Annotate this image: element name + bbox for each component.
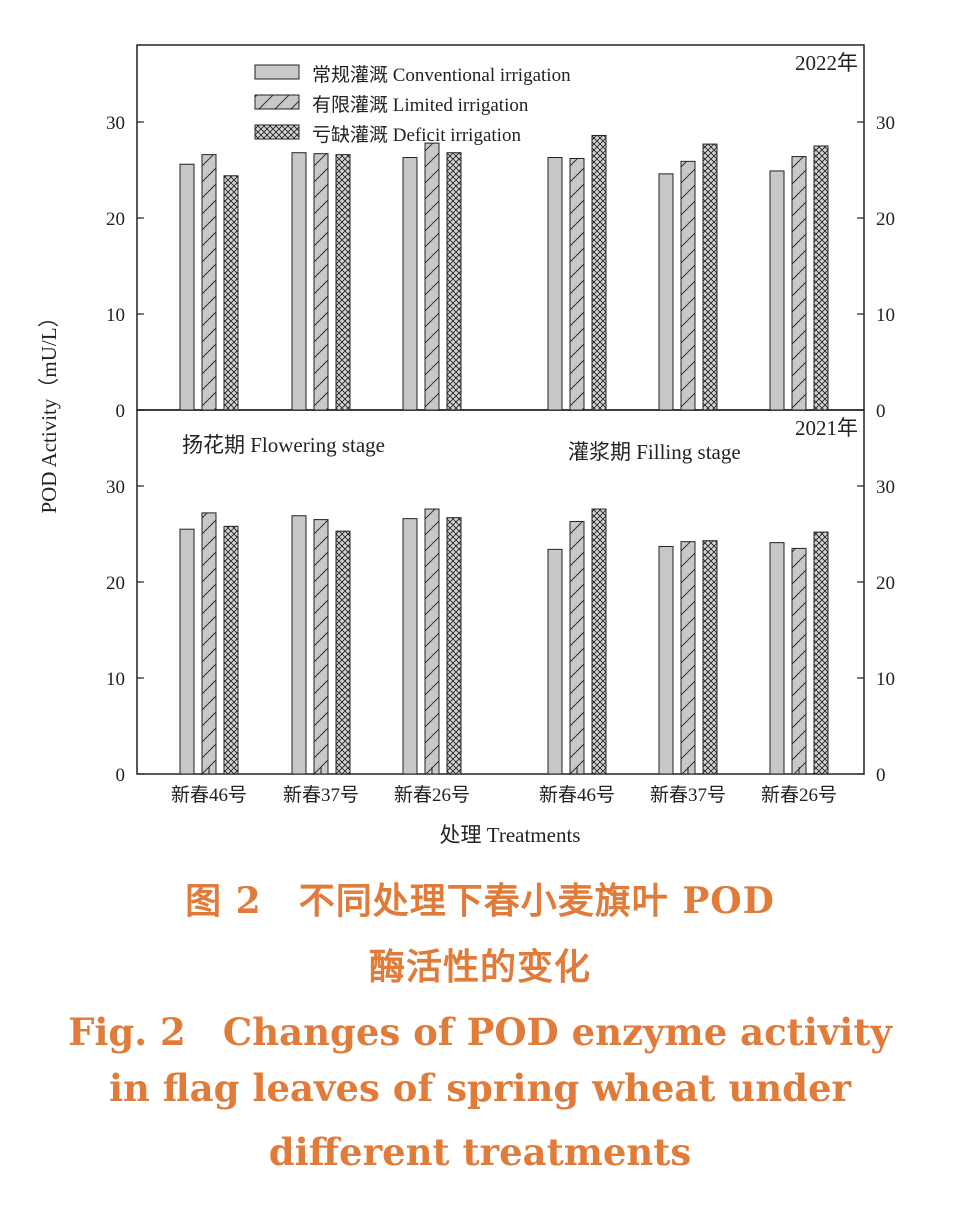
top-bar-conventional-2 bbox=[402, 157, 418, 411]
legend-label-deficit: 亏缺灌溉 Deficit irrigation bbox=[312, 124, 521, 146]
caption-en-line1: Fig. 2 Changes of POD enzyme activity bbox=[68, 1010, 892, 1054]
x-tick-label: 新春46号 bbox=[171, 784, 247, 806]
filling-stage-label: 灌浆期 Filling stage bbox=[568, 440, 741, 464]
bottom-bar-limited-0 bbox=[201, 512, 217, 775]
x-tick-label: 新春37号 bbox=[650, 784, 726, 806]
y-tick-label-right: 10 bbox=[876, 669, 895, 690]
bottom-bar-conventional-4 bbox=[658, 545, 674, 775]
top-bar-deficit-0 bbox=[223, 175, 239, 411]
bottom-bar-conventional-1 bbox=[291, 515, 307, 775]
bottom-bar-limited-4 bbox=[680, 541, 696, 775]
x-axis-ticks: 新春46号 新春37号 新春26号 新春46号 新春37号 新春26号 bbox=[171, 767, 837, 806]
bottom-bar-deficit-0 bbox=[223, 525, 239, 775]
bottom-year-label: 2021年 bbox=[795, 416, 858, 440]
caption-en-line2: in flag leaves of spring wheat under bbox=[108, 1066, 852, 1110]
bottom-plot-frame bbox=[136, 409, 865, 775]
bottom-bar-deficit-2 bbox=[446, 517, 462, 775]
bottom-bar-conventional-0 bbox=[179, 528, 195, 775]
y-axis-label: POD Activity（mU/L） bbox=[37, 306, 61, 513]
y-tick-label: 30 bbox=[106, 113, 125, 134]
top-bar-deficit-4 bbox=[702, 143, 718, 411]
x-axis-label: 处理 Treatments bbox=[440, 823, 581, 847]
legend-label-conventional: 常规灌溉 Conventional irrigation bbox=[312, 64, 571, 86]
top-bar-conventional-3 bbox=[547, 157, 563, 411]
flowering-stage-label: 扬花期 Flowering stage bbox=[182, 433, 385, 457]
y-tick-label: 10 bbox=[106, 305, 125, 326]
y-tick-label: 30 bbox=[106, 477, 125, 498]
legend: 常规灌溉 Conventional irrigation 有限灌溉 Limite… bbox=[254, 64, 571, 146]
top-bar-deficit-3 bbox=[591, 134, 607, 411]
bottom-bar-conventional-3 bbox=[547, 548, 563, 775]
legend-swatch-deficit bbox=[254, 124, 300, 140]
bottom-bar-deficit-4 bbox=[702, 540, 718, 775]
caption-zh-line2: 酶活性的变化 bbox=[368, 946, 591, 988]
bottom-bar-conventional-5 bbox=[769, 542, 785, 775]
y-tick-label-right: 30 bbox=[876, 477, 895, 498]
bottom-bar-conventional-2 bbox=[402, 518, 418, 775]
bottom-bars bbox=[179, 508, 829, 775]
top-bar-deficit-2 bbox=[446, 152, 462, 411]
top-bar-deficit-5 bbox=[813, 145, 829, 411]
bottom-bar-limited-3 bbox=[569, 521, 585, 775]
bottom-bar-deficit-5 bbox=[813, 531, 829, 775]
legend-label-limited: 有限灌溉 Limited irrigation bbox=[312, 94, 529, 116]
y-tick-label: 0 bbox=[116, 765, 126, 786]
top-bar-conventional-1 bbox=[291, 152, 307, 411]
y-tick-label-right: 20 bbox=[876, 209, 895, 230]
top-year-label: 2022年 bbox=[795, 51, 858, 75]
x-tick-label: 新春37号 bbox=[283, 784, 359, 806]
y-tick-label: 10 bbox=[106, 669, 125, 690]
top-bar-limited-3 bbox=[569, 157, 585, 411]
legend-swatch-conventional bbox=[254, 64, 300, 80]
caption-en-line3: different treatments bbox=[268, 1130, 692, 1174]
top-bar-limited-1 bbox=[313, 153, 329, 411]
top-bar-limited-4 bbox=[680, 160, 696, 411]
bottom-y-axis-ticks: 0 0 10 10 20 20 30 30 bbox=[106, 477, 895, 786]
y-tick-label: 20 bbox=[106, 209, 125, 230]
caption-zh-line1: 图 2 不同处理下春小麦旗叶 POD bbox=[185, 880, 775, 922]
y-tick-label: 20 bbox=[106, 573, 125, 594]
y-tick-label-right: 0 bbox=[876, 401, 886, 422]
top-bar-conventional-4 bbox=[658, 173, 674, 411]
top-bar-deficit-1 bbox=[335, 154, 351, 411]
top-bars bbox=[179, 134, 829, 411]
top-bar-limited-0 bbox=[201, 154, 217, 411]
y-tick-label-right: 0 bbox=[876, 765, 886, 786]
x-tick-label: 新春26号 bbox=[761, 784, 837, 806]
y-tick-label-right: 30 bbox=[876, 113, 895, 134]
top-bar-conventional-5 bbox=[769, 170, 785, 411]
bottom-bar-limited-1 bbox=[313, 519, 329, 775]
bottom-bar-deficit-1 bbox=[335, 530, 351, 775]
top-y-axis-ticks: 0 0 10 10 20 20 30 30 bbox=[106, 113, 895, 422]
top-bar-limited-5 bbox=[791, 156, 807, 411]
bottom-bar-deficit-3 bbox=[591, 508, 607, 775]
chart-figure: 0 0 10 10 20 20 30 30 0 0 10 10 20 20 30 30 新春46号 新春37号… bbox=[37, 44, 895, 847]
bottom-bar-limited-2 bbox=[424, 508, 440, 775]
x-tick-label: 新春46号 bbox=[539, 784, 615, 806]
x-tick-label: 新春26号 bbox=[394, 784, 470, 806]
top-bar-conventional-0 bbox=[179, 163, 195, 411]
y-tick-label-right: 10 bbox=[876, 305, 895, 326]
y-tick-label-right: 20 bbox=[876, 573, 895, 594]
y-tick-label: 0 bbox=[116, 401, 126, 422]
top-bar-limited-2 bbox=[424, 142, 440, 411]
legend-swatch-limited bbox=[254, 94, 300, 110]
bottom-bar-limited-5 bbox=[791, 547, 807, 775]
